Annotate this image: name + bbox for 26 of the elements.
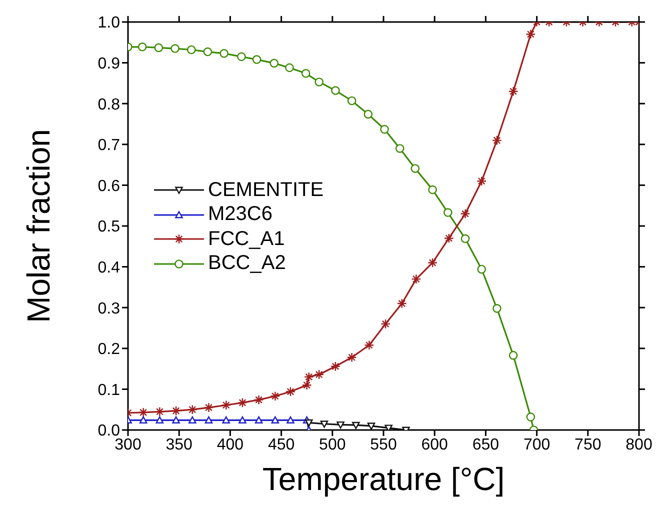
x-tick-label: 650	[472, 436, 500, 454]
x-tick-label: 500	[319, 436, 346, 454]
x-tick-label: 400	[216, 436, 244, 454]
legend-label: BCC_A2	[208, 252, 286, 276]
legend-label: M23C6	[208, 203, 272, 226]
x-axis-title: Temperature [°C]	[262, 461, 505, 497]
legend-label: CEMENTITE	[208, 178, 324, 202]
y-tick-label: 0.4	[98, 259, 120, 276]
legend-label: FCC_A1	[208, 228, 285, 251]
y-tick-label: 0.2	[98, 341, 120, 358]
y-tick-label: 0.8	[98, 96, 120, 114]
x-tick-label: 450	[268, 436, 295, 454]
y-axis-title: Molar fraction	[20, 129, 56, 323]
y-tick-label: 0.5	[98, 218, 120, 236]
x-tick-label: 550	[370, 436, 397, 454]
y-tick-label: 0.6	[98, 178, 120, 195]
x-tick-label: 350	[166, 436, 193, 454]
x-tick-label: 800	[626, 436, 652, 454]
y-tick-label: 0.1	[98, 382, 120, 399]
x-tick-label: 700	[523, 436, 550, 454]
y-tick-label: 1.0	[98, 14, 120, 32]
y-tick-label: 0.7	[98, 137, 120, 154]
y-tick-label: 0.3	[98, 300, 120, 318]
x-tick-label: 750	[574, 436, 602, 454]
y-tick-label: 0.9	[98, 55, 120, 72]
x-tick-label: 600	[421, 436, 448, 454]
